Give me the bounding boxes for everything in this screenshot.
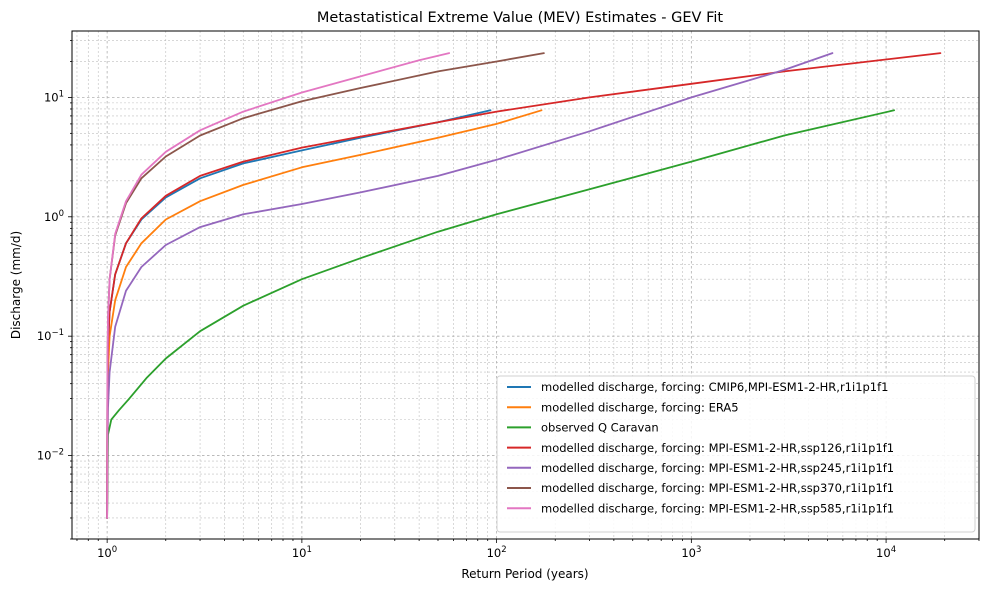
axis-ticks: 100 101 102 103 104 10−2 10−1 100 101 <box>37 40 980 560</box>
legend-label: modelled discharge, forcing: MPI-ESM1-2-… <box>541 461 894 475</box>
y-tick-label: 100 <box>44 209 64 224</box>
series-line-4 <box>106 52 942 519</box>
y-tick-label: 10−2 <box>37 448 64 463</box>
series-line-7 <box>106 52 451 519</box>
legend-label: modelled discharge, forcing: MPI-ESM1-2-… <box>541 501 894 515</box>
x-tick-label: 100 <box>97 545 117 560</box>
y-axis-label: Discharge (mm/d) <box>9 231 23 339</box>
legend-box <box>496 375 976 533</box>
series-line-5 <box>106 52 834 519</box>
legend: modelled discharge, forcing: CMIP6,MPI-E… <box>496 375 976 533</box>
plot-area <box>106 52 942 519</box>
legend-label: modelled discharge, forcing: ERA5 <box>541 400 739 414</box>
y-tick-label: 101 <box>44 89 64 104</box>
x-tick-label: 102 <box>487 545 507 560</box>
y-tick-label: 10−1 <box>37 328 64 343</box>
legend-label: modelled discharge, forcing: MPI-ESM1-2-… <box>541 481 894 495</box>
legend-label: observed Q Caravan <box>541 421 659 435</box>
axes-frame <box>71 30 980 540</box>
chart-title: Metastatistical Extreme Value (MEV) Esti… <box>317 10 723 26</box>
series-line-3 <box>106 109 895 519</box>
x-tick-label: 104 <box>876 545 896 560</box>
x-tick-label: 103 <box>681 545 701 560</box>
x-tick-label: 101 <box>292 545 312 560</box>
legend-label: modelled discharge, forcing: MPI-ESM1-2-… <box>541 441 894 455</box>
legend-label: modelled discharge, forcing: CMIP6,MPI-E… <box>541 380 889 394</box>
x-axis-label: Return Period (years) <box>461 567 588 581</box>
